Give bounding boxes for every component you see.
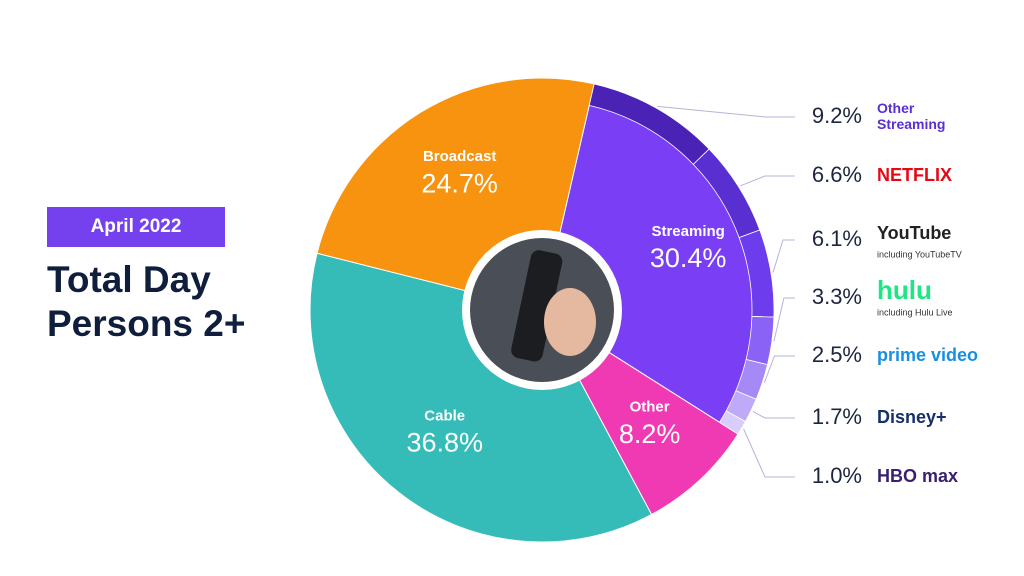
streaming-segment (718, 410, 746, 435)
pie-slice (309, 252, 653, 543)
breakdown-name: prime video (877, 345, 978, 365)
breakdown-value: 6.6% (812, 162, 862, 187)
leader-line (763, 355, 795, 383)
leader-line (773, 297, 795, 342)
breakdown-value: 6.1% (812, 226, 862, 251)
breakdown-value: 1.7% (812, 404, 862, 429)
slice-name: Streaming (651, 223, 724, 240)
remote-icon (511, 250, 563, 362)
breakdown-name: HBO max (877, 466, 958, 486)
breakdown-note: including YouTubeTV (877, 249, 962, 259)
breakdown-name: Other Streaming (877, 100, 945, 132)
breakdown-value: 3.3% (812, 284, 862, 309)
breakdown-value: 2.5% (812, 342, 862, 367)
slice-value: 36.8% (406, 428, 483, 458)
leader-line (657, 105, 795, 118)
slice-name: Broadcast (423, 148, 496, 165)
chart-title: Total Day Persons 2+ (47, 259, 246, 344)
breakdown-note: including Hulu Live (877, 307, 953, 317)
breakdown-name: YouTube (877, 223, 951, 243)
breakdown-name: Disney+ (877, 407, 947, 427)
leader-line (740, 175, 795, 187)
breakdown-name: NETFLIX (877, 165, 952, 185)
breakdown-value: 1.0% (812, 463, 862, 488)
leader-line (752, 410, 795, 419)
slice-value: 30.4% (650, 243, 727, 273)
date-badge: April 2022 (47, 207, 225, 247)
slice-value: 24.7% (421, 168, 498, 198)
slice-name: Cable (424, 407, 465, 424)
breakdown-name: hulu (877, 275, 932, 305)
hand-icon (544, 288, 596, 356)
slice-value: 8.2% (619, 419, 681, 449)
leader-line (743, 428, 795, 478)
leader-line (772, 239, 795, 273)
breakdown-value: 9.2% (812, 103, 862, 128)
slice-name: Other (630, 399, 670, 416)
